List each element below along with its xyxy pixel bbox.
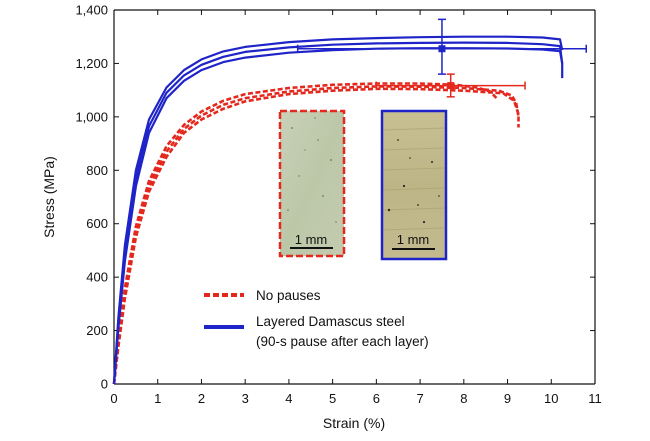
- legend-label-no-pauses: No pauses: [256, 288, 321, 303]
- y-tick-label: 400: [86, 270, 108, 285]
- inset-left-speckles: [287, 117, 337, 223]
- x-tick-label: 5: [329, 391, 336, 406]
- y-tick-label: 0: [101, 377, 108, 392]
- x-tick-label: 1: [154, 391, 161, 406]
- legend-label-damascus-line2: (90-s pause after each layer): [256, 334, 429, 349]
- x-axis-ticks: 0 1 2 3 4 5 6 7 8 9 10 11: [110, 10, 602, 406]
- x-tick-label: 9: [504, 391, 511, 406]
- inset-left-scale-label: 1 mm: [295, 232, 328, 247]
- legend-label-damascus-line1: Layered Damascus steel: [256, 314, 405, 329]
- y-tick-label: 1,200: [75, 56, 108, 71]
- y-axis-title: Stress (MPa): [41, 156, 57, 238]
- y-axis-ticks: 0 200 400 600 800 1,000 1,200 1,400: [75, 3, 595, 392]
- y-tick-label: 1,000: [75, 109, 108, 124]
- inset-left-border: [278, 109, 346, 258]
- inset-right-speckles: [387, 139, 440, 224]
- y-tick-label: 600: [86, 216, 108, 231]
- inset-damascus-micrograph: 1 mm: [380, 109, 448, 261]
- series-line-damascus: [112, 35, 564, 385]
- y-tick-label: 200: [86, 323, 108, 338]
- mean-marker-no-pauses: [447, 82, 455, 90]
- x-tick-label: 7: [416, 391, 423, 406]
- mean-marker-damascus: [438, 45, 446, 53]
- inset-no-pauses-micrograph: 1 mm: [278, 109, 346, 258]
- x-tick-label: 8: [460, 391, 467, 406]
- series-line-no-pauses: [112, 87, 520, 385]
- y-tick-label: 800: [86, 163, 108, 178]
- inset-right-scale-label: 1 mm: [397, 232, 430, 247]
- series-line-no-pauses: [112, 85, 520, 385]
- error-bars: [296, 18, 588, 98]
- x-tick-label: 0: [110, 391, 117, 406]
- inset-right-layer-bands: [382, 127, 446, 231]
- series-line-damascus: [112, 41, 564, 385]
- x-tick-label: 11: [588, 391, 602, 406]
- x-axis-title: Strain (%): [323, 415, 385, 431]
- inset-right-border: [380, 109, 448, 261]
- legend: No pauses Layered Damascus steel (90-s p…: [204, 288, 429, 349]
- x-tick-label: 10: [544, 391, 558, 406]
- plot-area: [113, 9, 596, 385]
- y-tick-label: 1,400: [75, 3, 108, 18]
- x-tick-label: 4: [285, 391, 292, 406]
- x-tick-label: 3: [242, 391, 249, 406]
- inset-right-photo: [382, 111, 446, 259]
- x-tick-label: 6: [373, 391, 380, 406]
- inset-left-photo: [280, 111, 344, 256]
- x-tick-label: 2: [198, 391, 205, 406]
